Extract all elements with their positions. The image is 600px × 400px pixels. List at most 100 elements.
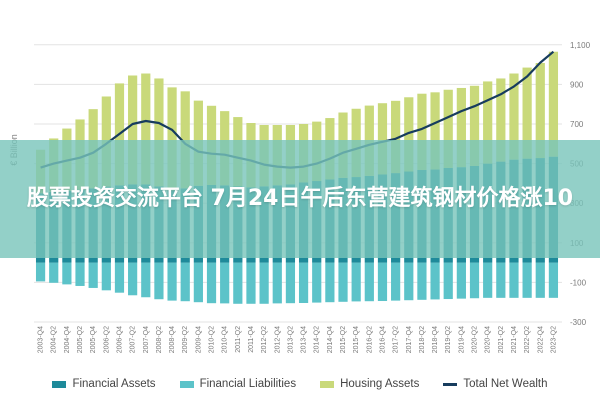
bar-financial-liabilities <box>101 262 111 291</box>
x-tick-label: 2014-Q2 <box>314 326 321 353</box>
legend-item-housing-assets: Housing Assets <box>320 378 419 390</box>
bar-financial-liabilities <box>88 262 98 288</box>
bar-housing-assets <box>391 100 401 174</box>
bar-financial-liabilities <box>548 262 559 298</box>
legend-label-financial-liabilities: Financial Liabilities <box>199 378 297 390</box>
bar-financial-liabilities <box>364 262 374 302</box>
x-tick-label: 2017-Q2 <box>393 326 400 353</box>
x-tick-label: 2017-Q4 <box>406 326 413 353</box>
x-tick-label: 2005-Q2 <box>77 326 84 353</box>
x-tick-label: 2021-Q2 <box>498 326 505 353</box>
bar-financial-liabilities <box>496 262 506 298</box>
x-tick-label: 2004-Q2 <box>51 326 58 353</box>
bar-financial-liabilities <box>233 262 243 304</box>
x-tick-label: 2006-Q4 <box>117 326 124 353</box>
x-tick-label: 2003-Q4 <box>38 326 45 353</box>
bar-housing-assets <box>469 85 480 166</box>
bar-financial-liabilities <box>75 262 85 286</box>
x-tick-label: 2007-Q4 <box>143 326 150 353</box>
bar-housing-assets <box>417 93 427 170</box>
legend: Financial Assets Financial Liabilities H… <box>0 372 600 396</box>
bar-financial-liabilities <box>285 262 296 304</box>
bar-housing-assets <box>167 87 177 191</box>
x-tick-label: 2015-Q4 <box>353 326 360 353</box>
x-tick-label: 2012-Q2 <box>261 326 268 353</box>
x-tick-label: 2010-Q4 <box>222 326 229 353</box>
bar-financial-liabilities <box>206 262 217 304</box>
bar-financial-liabilities <box>338 262 348 302</box>
bar-financial-liabilities <box>456 262 466 299</box>
bar-financial-liabilities <box>469 262 480 299</box>
bar-financial-liabilities <box>312 262 322 303</box>
bar-financial-liabilities <box>298 262 309 303</box>
x-tick-label: 2009-Q4 <box>195 326 202 353</box>
bar-financial-liabilities <box>259 262 269 304</box>
bar-financial-liabilities <box>114 262 125 293</box>
x-tick-label: 2015-Q2 <box>340 326 347 353</box>
bar-housing-assets <box>456 87 466 168</box>
x-tick-label: 2013-Q2 <box>287 326 294 353</box>
bar-financial-liabilities <box>430 262 440 300</box>
bar-financial-liabilities <box>141 262 151 298</box>
x-tick-label: 2007-Q2 <box>130 326 137 353</box>
y-tick-label: 900 <box>570 80 584 89</box>
x-tick-label: 2012-Q4 <box>274 326 281 353</box>
bar-financial-liabilities <box>167 262 177 301</box>
bar-financial-liabilities <box>509 262 519 298</box>
bar-housing-assets <box>141 73 151 185</box>
x-tick-label: 2019-Q4 <box>458 326 465 353</box>
legend-swatch-housing-assets <box>320 380 335 388</box>
bar-financial-liabilities <box>128 262 138 296</box>
x-tick-label: 2023-Q2 <box>550 326 557 353</box>
legend-item-total-net-wealth: Total Net Wealth <box>443 378 548 390</box>
bar-housing-assets <box>430 92 440 170</box>
bar-financial-liabilities <box>154 262 164 300</box>
bar-financial-liabilities <box>193 262 203 303</box>
x-tick-label: 2004-Q4 <box>64 326 71 353</box>
x-tick-label: 2011-Q4 <box>248 326 255 353</box>
legend-swatch-total-net-wealth <box>443 382 458 386</box>
bar-financial-liabilities <box>272 262 282 304</box>
y-tick-label: 1,100 <box>570 41 591 50</box>
bar-financial-liabilities <box>62 262 72 285</box>
bar-financial-liabilities <box>417 262 427 300</box>
bar-housing-assets <box>404 97 414 172</box>
bar-housing-assets <box>548 51 559 157</box>
bar-financial-liabilities <box>522 262 532 298</box>
x-tick-label: 2011-Q2 <box>235 326 242 353</box>
bar-housing-assets <box>509 73 519 160</box>
bar-housing-assets <box>128 75 138 185</box>
x-tick-label: 2020-Q2 <box>472 326 479 353</box>
x-tick-label: 2010-Q2 <box>209 326 216 353</box>
bar-housing-assets <box>496 78 506 162</box>
x-tick-label: 2018-Q4 <box>432 326 439 353</box>
legend-label-financial-assets: Financial Assets <box>72 378 156 390</box>
legend-label-housing-assets: Housing Assets <box>340 378 420 390</box>
bar-housing-assets <box>535 63 545 159</box>
y-tick-label: -100 <box>570 278 587 287</box>
bar-financial-liabilities <box>35 262 46 282</box>
x-tick-label: 2020-Q4 <box>485 326 492 353</box>
x-tick-label: 2006-Q2 <box>103 326 110 353</box>
bar-housing-assets <box>522 67 532 159</box>
x-tick-label: 2022-Q4 <box>537 326 544 353</box>
bar-housing-assets <box>483 81 493 164</box>
legend-swatch-financial-assets <box>52 380 67 388</box>
bar-financial-liabilities <box>246 262 256 304</box>
bar-housing-assets <box>377 103 388 175</box>
x-tick-label: 2009-Q2 <box>182 326 189 353</box>
bar-housing-assets <box>443 89 453 168</box>
bar-financial-liabilities <box>535 262 545 298</box>
legend-swatch-financial-liabilities <box>179 380 194 388</box>
legend-item-financial-assets: Financial Assets <box>52 378 156 390</box>
legend-label-total-net-wealth: Total Net Wealth <box>463 378 548 390</box>
bar-housing-assets <box>180 91 190 189</box>
x-tick-label: 2013-Q4 <box>301 326 308 353</box>
x-tick-label: 2021-Q4 <box>511 326 518 353</box>
bar-housing-assets <box>154 78 164 187</box>
x-tick-label: 2005-Q4 <box>90 326 97 353</box>
bar-financial-liabilities <box>351 262 361 302</box>
legend-item-financial-liabilities: Financial Liabilities <box>179 378 297 390</box>
x-tick-label: 2022-Q2 <box>524 326 531 353</box>
x-tick-label: 2008-Q4 <box>169 326 176 353</box>
